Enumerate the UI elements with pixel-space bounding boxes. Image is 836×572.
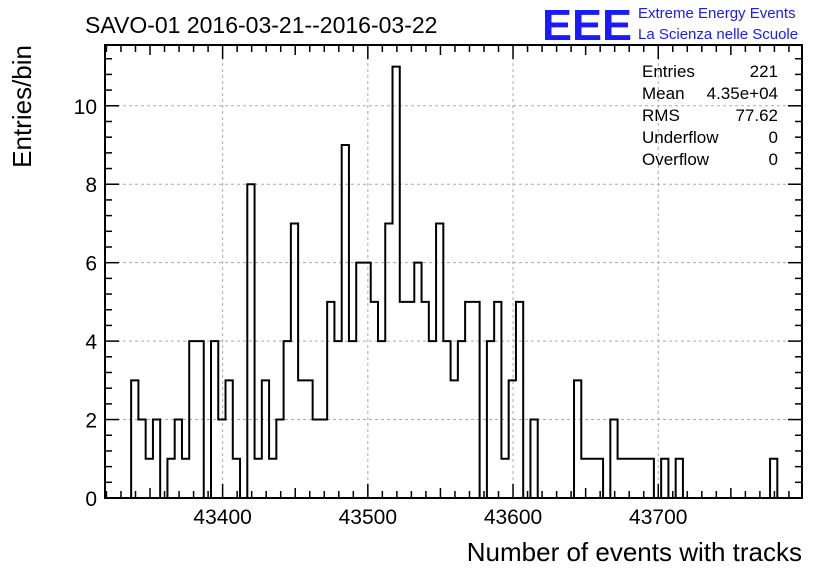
stats-mean-value: 4.35e+04 xyxy=(707,84,778,103)
stats-underflow-label: Underflow xyxy=(642,128,719,147)
histogram-bin xyxy=(501,459,508,498)
histogram-bin xyxy=(226,380,233,498)
x-tick-label: 43700 xyxy=(629,506,687,529)
histogram-bin xyxy=(589,459,596,498)
histogram-bin xyxy=(647,459,654,498)
histogram-bin xyxy=(385,223,392,498)
histogram-bin xyxy=(175,420,182,498)
y-axis-label: Entries/bin xyxy=(7,45,37,168)
stats-rms-label: RMS xyxy=(642,106,680,125)
y-tick-label: 0 xyxy=(85,488,97,511)
logo-mark: EEE xyxy=(542,1,632,50)
x-axis-label: Number of events with tracks xyxy=(467,537,802,567)
histogram-bin xyxy=(153,420,160,498)
stats-mean-label: Mean xyxy=(642,84,685,103)
histogram-bin xyxy=(371,302,378,498)
x-tick-label: 43500 xyxy=(339,506,397,529)
histogram-bin xyxy=(472,302,479,498)
histogram-bin xyxy=(676,459,683,498)
histogram-bin xyxy=(610,420,617,498)
stats-overflow-value: 0 xyxy=(769,150,778,169)
chart-title: SAVO-01 2016-03-21--2016-03-22 xyxy=(85,12,437,38)
histogram-bin xyxy=(269,459,276,498)
histogram-bin xyxy=(632,459,639,498)
histogram-bin xyxy=(465,302,472,498)
histogram-bin xyxy=(407,302,414,498)
histogram-bin xyxy=(262,380,269,498)
stats-entries-label: Entries xyxy=(642,62,695,81)
stats-entries-value: 221 xyxy=(750,62,778,81)
histogram-bin xyxy=(138,420,145,498)
histogram-bin xyxy=(276,420,283,498)
histogram-bin xyxy=(167,459,174,498)
histogram-bin xyxy=(516,302,523,498)
stats-underflow-value: 0 xyxy=(769,128,778,147)
y-tick-label: 8 xyxy=(85,174,97,197)
logo-line-1: Extreme Energy Events xyxy=(638,5,796,22)
histogram-bin xyxy=(131,380,138,498)
histogram-outline xyxy=(130,65,779,499)
stats-overflow-label: Overflow xyxy=(642,150,710,169)
histogram-bin xyxy=(509,380,516,498)
y-tick-label: 4 xyxy=(85,331,97,354)
histogram-bin xyxy=(313,420,320,498)
histogram-bin xyxy=(574,380,581,498)
histogram-bin xyxy=(422,302,429,498)
histogram-bin xyxy=(494,302,501,498)
axis-ticks xyxy=(105,45,802,499)
y-tick-label: 2 xyxy=(85,410,97,433)
histogram-bin xyxy=(414,263,421,498)
histogram-bin xyxy=(451,380,458,498)
histogram-bin xyxy=(342,145,349,498)
histogram-bin xyxy=(298,380,305,498)
histogram-bin xyxy=(255,459,262,498)
histogram-bin xyxy=(661,459,668,498)
grid xyxy=(105,45,802,498)
histogram-bin xyxy=(618,459,625,498)
histogram-bin xyxy=(182,459,189,498)
histogram-bin xyxy=(291,223,298,498)
histogram-bin xyxy=(327,302,334,498)
stats-box: Entries 221 Mean 4.35e+04 RMS 77.62 Unde… xyxy=(642,62,778,169)
y-tick-label: 10 xyxy=(74,96,97,119)
logo-line-2: La Scienza nelle Scuole xyxy=(638,26,798,43)
x-tick-label: 43600 xyxy=(484,506,542,529)
eee-logo: EEE Extreme Energy Events La Scienza nel… xyxy=(542,1,798,50)
histogram-bin xyxy=(393,67,400,498)
histogram-bin xyxy=(400,302,407,498)
histogram-bin xyxy=(363,263,370,498)
stats-rms-value: 77.62 xyxy=(735,106,778,125)
histogram-bin xyxy=(356,263,363,498)
tick-labels: 43400 43500 43600 43700 0 2 4 6 8 10 xyxy=(74,96,688,529)
plot-frame xyxy=(104,44,803,499)
histogram-bin xyxy=(305,380,312,498)
histogram-bin xyxy=(436,223,443,498)
histogram-bin xyxy=(320,420,327,498)
histogram-bin xyxy=(530,420,537,498)
x-tick-label: 43400 xyxy=(193,506,251,529)
y-tick-label: 6 xyxy=(85,253,97,276)
